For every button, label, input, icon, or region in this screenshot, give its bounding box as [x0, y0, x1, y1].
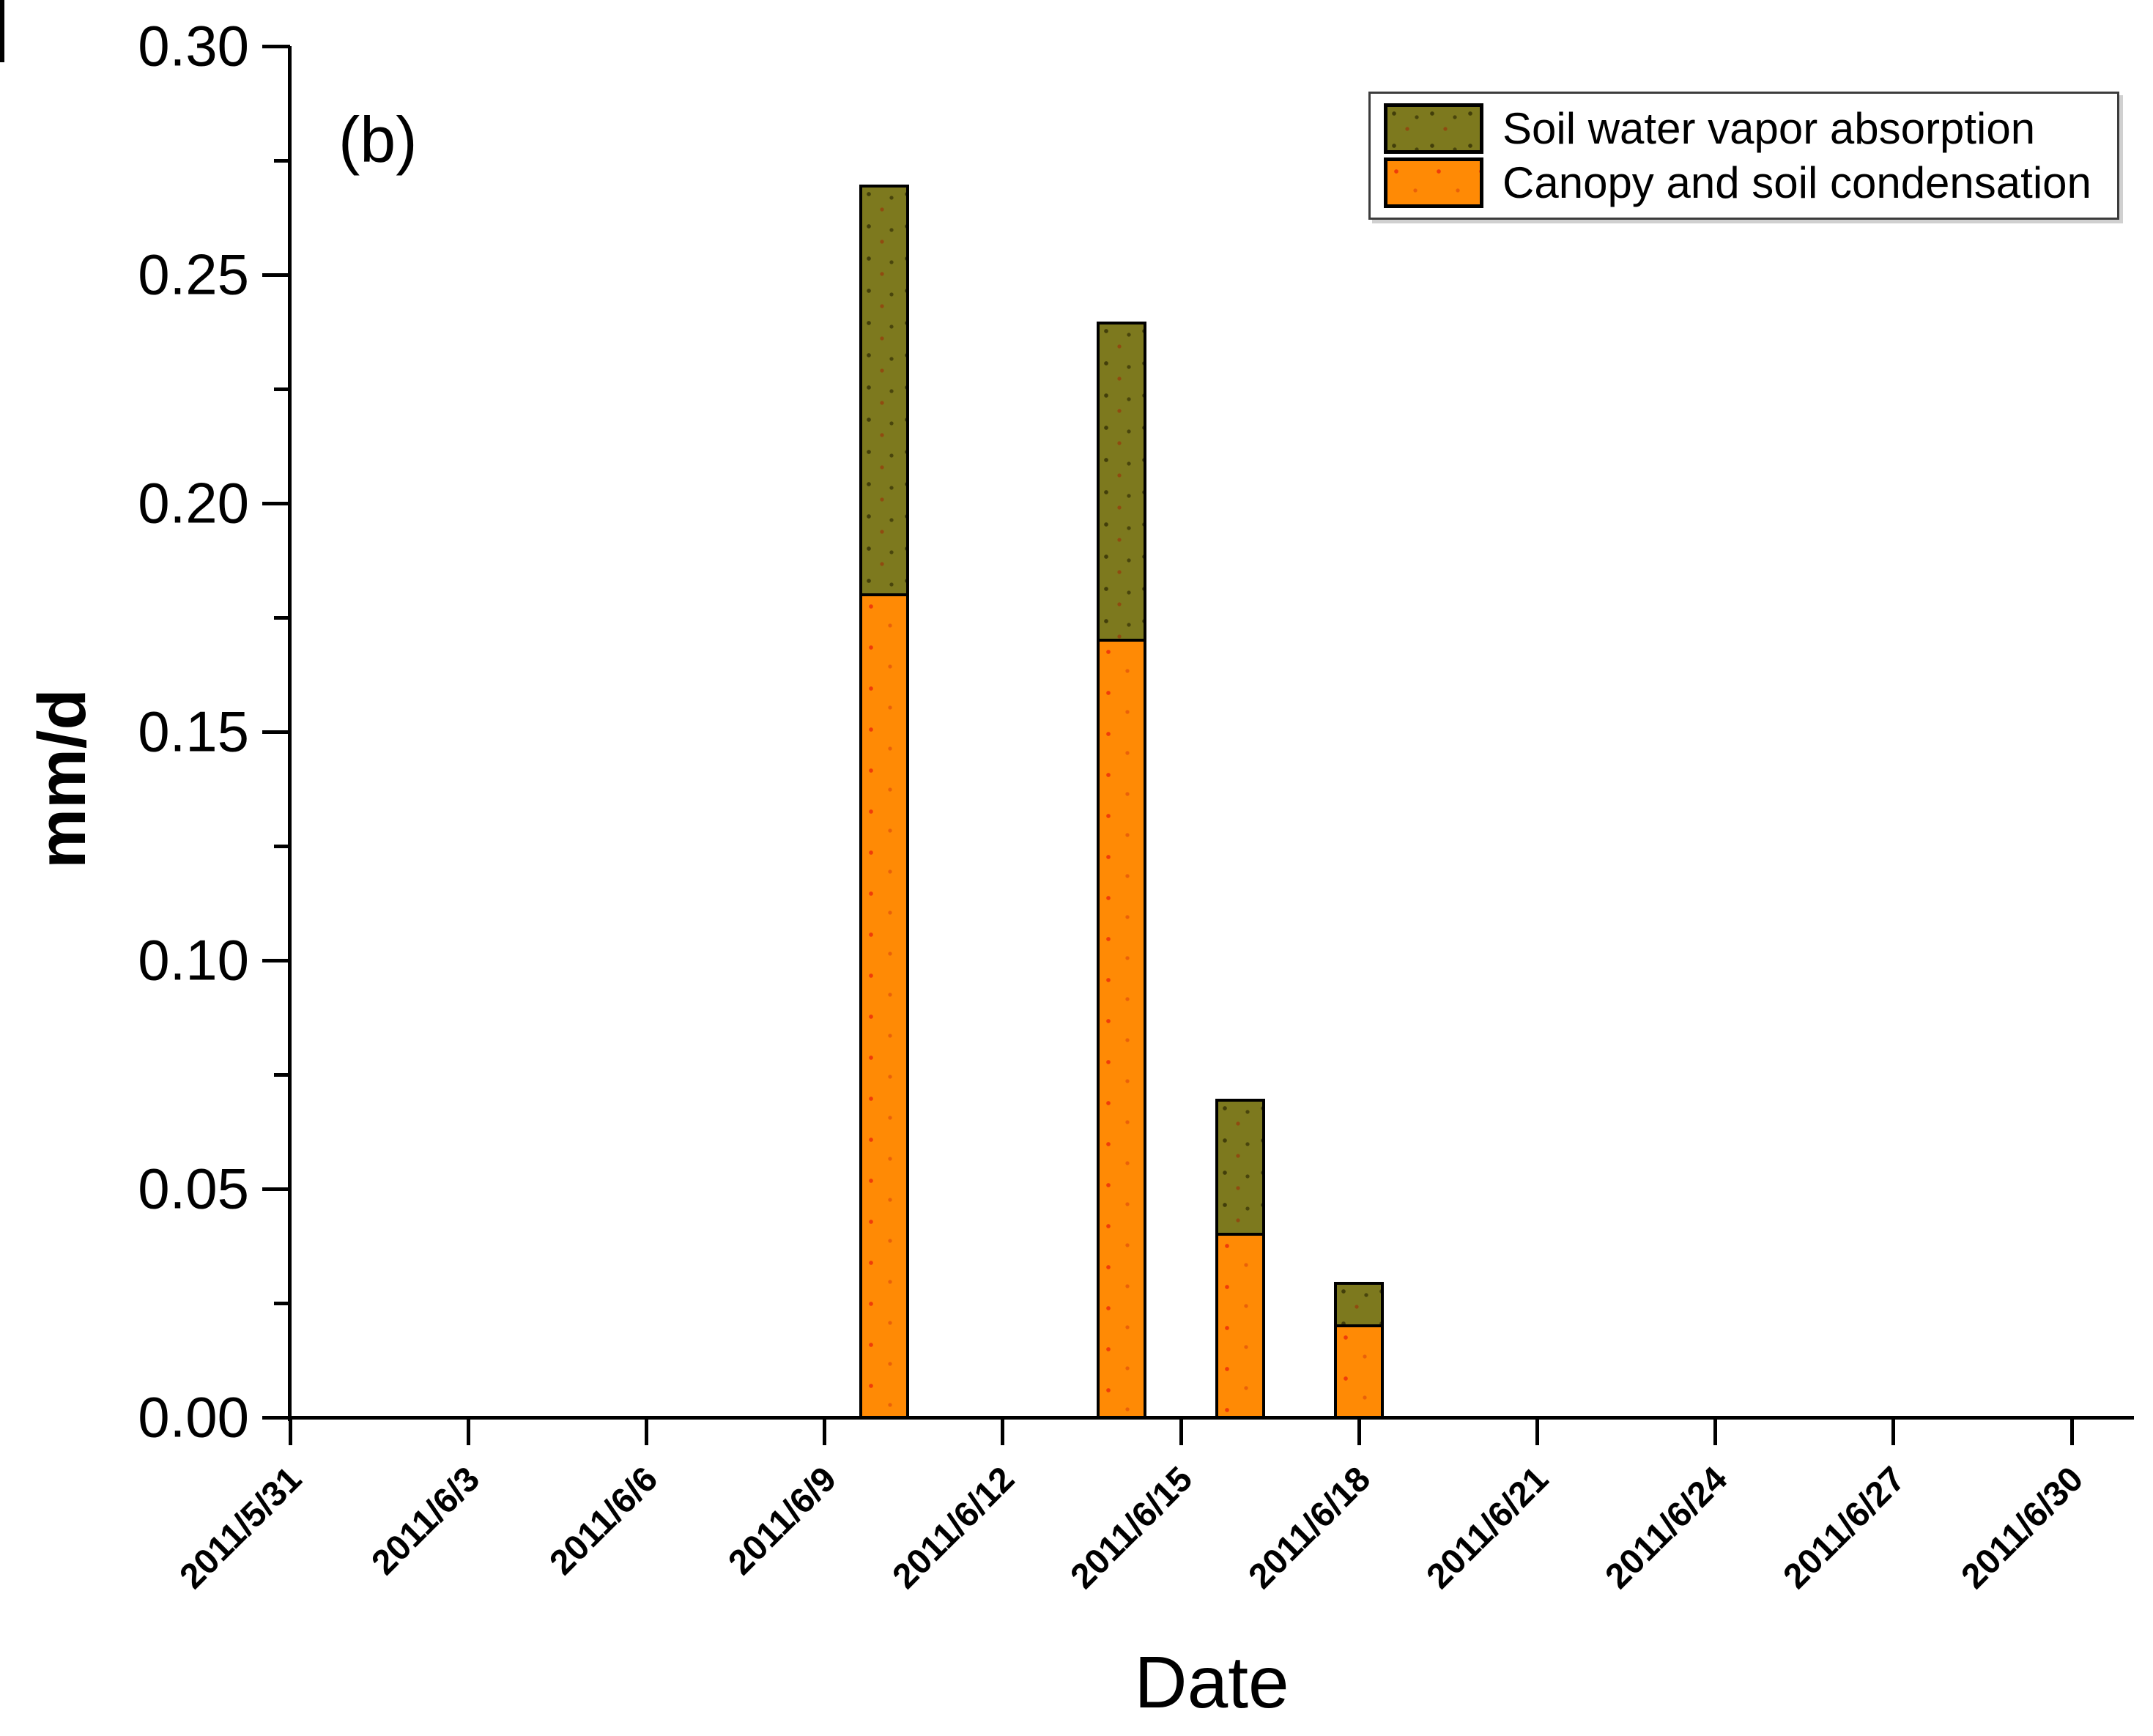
legend-swatch-absorption — [1384, 103, 1483, 154]
y-major-tick — [262, 272, 290, 277]
y-tick-label: 0.30 — [138, 13, 249, 78]
legend-row-absorption: Soil water vapor absorption — [1384, 103, 2104, 154]
legend-swatch-condensation — [1384, 157, 1483, 208]
bar-segment-condensation — [859, 596, 909, 1419]
y-axis-title: mm/d — [25, 689, 100, 869]
x-major-tick — [1891, 1417, 1896, 1445]
bar-segment-condensation — [1096, 642, 1146, 1419]
y-minor-tick — [274, 1301, 290, 1305]
x-major-tick — [1535, 1417, 1539, 1445]
x-major-tick — [1001, 1417, 1005, 1445]
bar-segment-absorption — [1215, 1099, 1266, 1236]
x-major-tick — [1357, 1417, 1361, 1445]
y-minor-tick — [274, 158, 290, 163]
y-axis-line — [288, 46, 292, 1421]
x-major-tick — [823, 1417, 827, 1445]
scan-artifact — [0, 0, 4, 62]
bar-segment-absorption — [1334, 1282, 1385, 1327]
x-major-tick — [466, 1417, 470, 1445]
y-major-tick — [262, 44, 290, 48]
bar-segment-absorption — [1096, 322, 1146, 642]
legend-label-absorption: Soil water vapor absorption — [1502, 104, 2036, 153]
y-major-tick — [262, 730, 290, 734]
y-minor-tick — [274, 1072, 290, 1077]
x-axis-line — [288, 1416, 2134, 1420]
stacked-bar — [1215, 1099, 1266, 1419]
y-tick-label: 0.20 — [138, 470, 249, 535]
y-minor-tick — [274, 844, 290, 848]
y-major-tick — [262, 1187, 290, 1191]
legend-row-condensation: Canopy and soil condensation — [1384, 157, 2104, 208]
y-major-tick — [262, 1415, 290, 1420]
x-major-tick — [288, 1417, 292, 1445]
y-tick-label: 0.05 — [138, 1156, 249, 1221]
y-major-tick — [262, 958, 290, 962]
panel-label: (b) — [338, 103, 418, 176]
y-tick-label: 0.25 — [138, 242, 249, 307]
y-tick-label: 0.00 — [138, 1384, 249, 1450]
y-minor-tick — [274, 387, 290, 391]
stacked-bar — [1096, 322, 1146, 1419]
y-minor-tick — [274, 615, 290, 620]
y-major-tick — [262, 501, 290, 505]
y-tick-label: 0.15 — [138, 699, 249, 764]
x-major-tick — [1179, 1417, 1183, 1445]
x-axis-title: Date — [1134, 1642, 1289, 1724]
bar-segment-absorption — [859, 185, 909, 596]
stacked-bar — [1334, 1282, 1385, 1419]
x-major-tick — [644, 1417, 648, 1445]
bar-segment-condensation — [1215, 1236, 1266, 1419]
legend-label-condensation: Canopy and soil condensation — [1502, 158, 2091, 207]
legend: Soil water vapor absorption Canopy and s… — [1368, 92, 2119, 220]
bar-segment-condensation — [1334, 1327, 1385, 1419]
y-tick-label: 0.10 — [138, 927, 249, 993]
stacked-bar — [859, 185, 909, 1419]
x-major-tick — [1713, 1417, 1718, 1445]
x-major-tick — [2069, 1417, 2074, 1445]
